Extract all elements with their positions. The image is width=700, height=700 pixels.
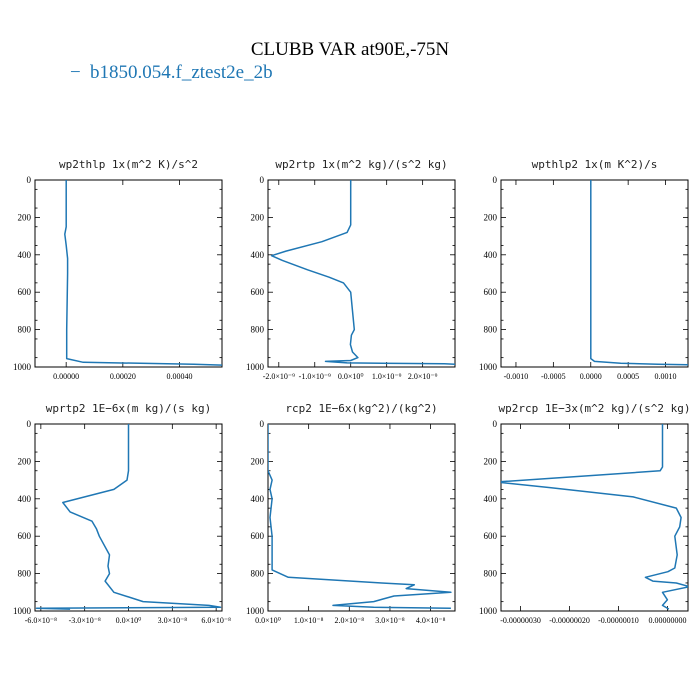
y-tick-label: 600 bbox=[18, 287, 32, 297]
x-tick-label: -0.0010 bbox=[504, 372, 529, 381]
y-tick-label: 200 bbox=[18, 212, 32, 222]
x-tick-label: 3.0×10⁻⁸ bbox=[158, 616, 188, 625]
x-tick-label: 1.0×10⁻⁹ bbox=[372, 372, 402, 381]
figure-title: CLUBB VAR at90E,-75N bbox=[251, 39, 450, 60]
plot-frame bbox=[34, 179, 223, 368]
y-tick-label: 800 bbox=[18, 325, 32, 335]
y-tick-label: 1000 bbox=[13, 362, 32, 372]
plot-frame bbox=[267, 179, 456, 368]
x-tick-label: 0.00040 bbox=[167, 372, 193, 381]
y-tick-label: 400 bbox=[251, 494, 265, 504]
x-tick-label: 4.0×10⁻⁸ bbox=[416, 616, 446, 625]
panel-2: wp2rtp 1x(m^2 kg)/(s^2 kg) 0 200 400 600 800 1… bbox=[246, 158, 456, 381]
x-tick-label: -0.00000020 bbox=[549, 616, 590, 625]
y-tick-label: 200 bbox=[18, 456, 32, 466]
y-tick-label: 600 bbox=[484, 531, 498, 541]
panels: wp2thlp 1x(m^2 K)/s^2020040060080010000.… bbox=[13, 158, 691, 625]
panel-title: wpthlp2 1x(m K^2)/s bbox=[532, 158, 658, 171]
x-tick-label: -6.0×10⁻⁸ bbox=[25, 616, 57, 625]
x-tick-label: 6.0×10⁻⁸ bbox=[201, 616, 231, 625]
y-tick-label: 400 bbox=[18, 250, 32, 260]
panel-title: rcp2 1E−6x(kg^2)/(kg^2) bbox=[285, 402, 437, 415]
panel-1: wp2thlp 1x(m^2 K)/s^2 0 200 400 600 800 1000 0.… bbox=[13, 158, 223, 381]
y-tick-label: 1000 bbox=[479, 606, 498, 616]
y-tick-label: 400 bbox=[484, 250, 498, 260]
x-tick-label: 0.00000000 bbox=[648, 616, 686, 625]
x-tick-label: 0.0×10⁰ bbox=[116, 616, 142, 625]
x-tick-label: 1.0×10⁻⁸ bbox=[294, 616, 324, 625]
y-tick-label: 1000 bbox=[246, 362, 265, 372]
y-tick-label: 0 bbox=[27, 419, 32, 429]
legend: − b1850.054.f_ztest2e_2b bbox=[70, 62, 273, 83]
y-tick-label: 0 bbox=[260, 419, 265, 429]
legend-symbol: − bbox=[70, 62, 81, 83]
x-tick-label: 0.0010 bbox=[655, 372, 677, 381]
y-tick-label: 400 bbox=[18, 494, 32, 504]
y-tick-label: 400 bbox=[484, 494, 498, 504]
y-tick-label: 400 bbox=[251, 250, 265, 260]
y-tick-label: 800 bbox=[251, 569, 265, 579]
panel-title: wp2rcp 1E−3x(m^2 kg)/(s^2 kg) bbox=[498, 402, 690, 415]
series-line-1 bbox=[64, 180, 222, 366]
plot-frame bbox=[267, 423, 456, 612]
plot-frame bbox=[500, 423, 689, 612]
x-tick-label: -3.0×10⁻⁸ bbox=[69, 616, 101, 625]
legend-label: b1850.054.f_ztest2e_2b bbox=[90, 62, 273, 83]
y-tick-label: 200 bbox=[484, 212, 498, 222]
panel-title: wp2rtp 1x(m^2 kg)/(s^2 kg) bbox=[275, 158, 447, 171]
y-tick-label: 600 bbox=[251, 531, 265, 541]
y-tick-label: 0 bbox=[493, 175, 498, 185]
series-line-1 bbox=[590, 180, 688, 366]
y-tick-label: 200 bbox=[484, 456, 498, 466]
y-tick-label: 600 bbox=[484, 287, 498, 297]
panel-4: wprtp2 1E−6x(m kg)/(s kg) 0 200 400 600 800 10… bbox=[13, 402, 231, 625]
x-tick-label: 2.0×10⁻⁸ bbox=[335, 616, 365, 625]
x-tick-label: -1.0×10⁻⁹ bbox=[299, 372, 331, 381]
y-tick-label: 800 bbox=[251, 325, 265, 335]
x-tick-label: 0.0×10⁰ bbox=[255, 616, 281, 625]
panel-title: wprtp2 1E−6x(m kg)/(s kg) bbox=[46, 402, 212, 415]
panel-3: wpthlp2 1x(m K^2)/s 0 200 400 600 800 1000 -0.0… bbox=[479, 158, 689, 381]
y-tick-label: 0 bbox=[27, 175, 32, 185]
y-tick-label: 800 bbox=[484, 325, 498, 335]
y-tick-label: 600 bbox=[18, 531, 32, 541]
x-tick-label: 0.0005 bbox=[617, 372, 639, 381]
y-tick-label: 0 bbox=[260, 175, 265, 185]
x-tick-label: 0.0000 bbox=[580, 372, 602, 381]
y-tick-label: 800 bbox=[484, 569, 498, 579]
y-tick-label: 1000 bbox=[13, 606, 32, 616]
x-tick-label: 0.00000 bbox=[53, 372, 79, 381]
series-line-1 bbox=[35, 424, 222, 610]
x-tick-label: 0.0×10⁰ bbox=[338, 372, 364, 381]
y-tick-label: 600 bbox=[251, 287, 265, 297]
x-tick-label: 0.00020 bbox=[110, 372, 136, 381]
y-tick-label: 800 bbox=[18, 569, 32, 579]
panel-6: wp2rcp 1E−3x(m^2 kg)/(s^2 kg)0 200 400 600 8… bbox=[479, 402, 691, 625]
x-tick-label: -0.00000030 bbox=[500, 616, 541, 625]
series-line-1 bbox=[270, 180, 455, 365]
series-line-1 bbox=[268, 424, 452, 609]
y-tick-label: 0 bbox=[493, 419, 498, 429]
y-tick-label: 1000 bbox=[246, 606, 265, 616]
x-tick-label: -0.00000010 bbox=[598, 616, 639, 625]
series-line-1 bbox=[501, 424, 688, 610]
plot-frame bbox=[500, 179, 689, 368]
y-tick-label: 1000 bbox=[479, 362, 498, 372]
x-tick-label: 2.0×10⁻⁹ bbox=[408, 372, 438, 381]
x-tick-label: -2.0×10⁻⁹ bbox=[263, 372, 295, 381]
panel-5: rcp2 1E−6x(kg^2)/(kg^2) 0 200 400 600 800 1000… bbox=[246, 402, 456, 625]
y-tick-label: 200 bbox=[251, 456, 265, 466]
y-tick-label: 200 bbox=[251, 212, 265, 222]
panel-title: wp2thlp 1x(m^2 K)/s^2 bbox=[59, 158, 198, 171]
x-tick-label: -0.0005 bbox=[541, 372, 566, 381]
x-tick-label: 3.0×10⁻⁸ bbox=[375, 616, 405, 625]
